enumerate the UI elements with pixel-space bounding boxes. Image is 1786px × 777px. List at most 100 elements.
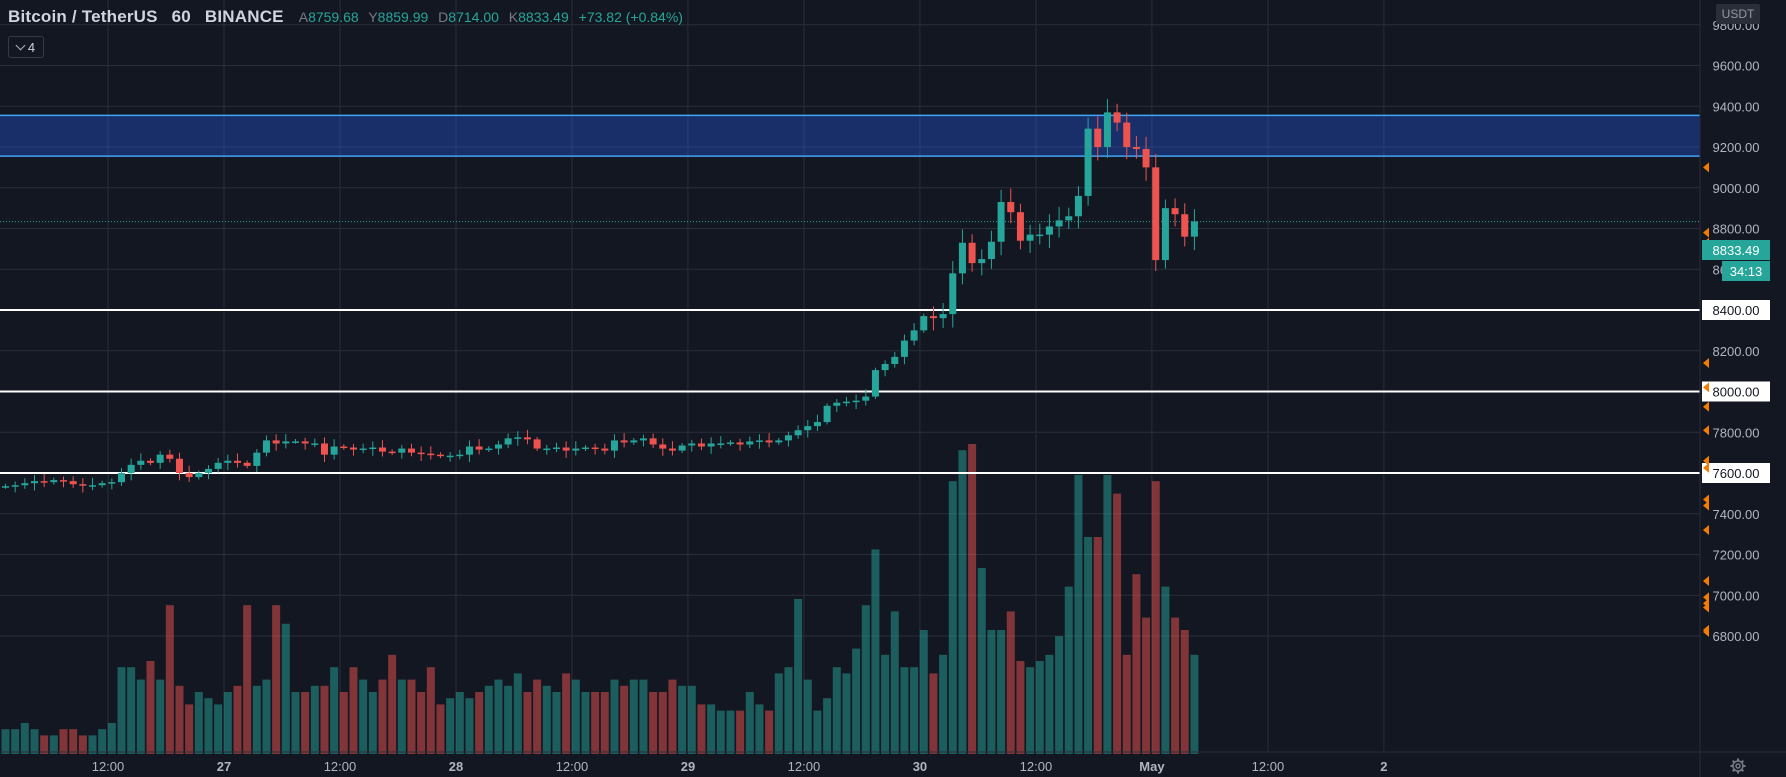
price-scale[interactable]: 9800.009600.009400.009200.009000.008800.… — [1702, 18, 1770, 644]
candle-body — [117, 473, 125, 483]
candle-body — [997, 202, 1005, 242]
candle-body — [910, 330, 918, 341]
volume-bar — [320, 685, 329, 754]
alert-marker-icon — [1703, 401, 1709, 412]
candle-body — [949, 273, 957, 315]
candle-body — [388, 451, 396, 454]
volume-bar — [997, 630, 1006, 754]
candle-body — [166, 454, 174, 459]
volume-bar — [349, 667, 358, 754]
candle-body — [79, 484, 87, 486]
candle-body — [504, 438, 512, 445]
volume-bar — [784, 667, 793, 754]
y-tick-label: 8000.00 — [1713, 385, 1760, 400]
candle-body — [330, 446, 338, 455]
candle-body — [427, 453, 435, 456]
volume-bar — [30, 729, 39, 754]
indicators-toggle-button[interactable]: 4 — [8, 36, 44, 58]
candle-body — [311, 443, 319, 445]
candle-body — [1181, 214, 1189, 237]
volume-bar — [687, 685, 696, 754]
candle-body — [630, 440, 638, 443]
gear-icon[interactable] — [1730, 758, 1746, 774]
candle-body — [900, 340, 908, 357]
price-line-badge — [1702, 381, 1770, 402]
last-price-value: 8833.49 — [1713, 243, 1760, 258]
alert-marker-icon — [1703, 382, 1709, 393]
volume-bar — [107, 723, 116, 754]
candle-body — [552, 447, 560, 450]
candle-body — [736, 442, 744, 445]
candle-body — [98, 483, 106, 486]
candle-body — [871, 370, 879, 397]
alert-markers[interactable] — [1703, 162, 1709, 637]
volume-bar — [832, 667, 841, 754]
volume-bar — [900, 667, 909, 754]
symbol-info[interactable]: Bitcoin / TetherUS 60 BINANCE — [8, 7, 293, 27]
candle-body — [833, 402, 841, 406]
candle-body — [465, 446, 473, 455]
candle-body — [581, 447, 589, 450]
time-scale[interactable]: 12:00 27 12:00 28 12:00 29 12:00 30 12:00 May 12:0… — [0, 751, 1786, 774]
volume-bar — [639, 679, 648, 754]
volume-bar — [658, 692, 667, 754]
x-tick-label: 12:00 — [1020, 759, 1053, 774]
x-tick-label: 12:00 — [788, 759, 821, 774]
currency-label[interactable]: USDT — [1716, 4, 1760, 24]
volume-bar — [281, 623, 290, 754]
volume-bar — [533, 679, 542, 754]
volume-bar — [1113, 493, 1122, 754]
volume-bar — [465, 698, 474, 754]
candle-body — [378, 447, 386, 452]
volume-bar — [813, 710, 822, 754]
candle-body — [195, 473, 203, 478]
volume-bar — [1084, 537, 1093, 754]
volume-bar — [165, 605, 174, 754]
volume-bar — [562, 673, 571, 754]
indicators-count: 4 — [27, 39, 36, 55]
volume-bar — [1190, 654, 1199, 754]
volume-bar — [330, 667, 339, 754]
x-tick-label: 12:00 — [324, 759, 357, 774]
volume-bar — [794, 599, 803, 754]
volume-bar — [1132, 574, 1141, 754]
volume-bar — [49, 735, 58, 754]
candle-body — [823, 405, 831, 423]
volume-bar — [156, 679, 165, 754]
volume-bar — [600, 692, 609, 754]
candle-body — [446, 455, 454, 458]
volume-bar — [1151, 481, 1160, 754]
volume-bar — [1093, 537, 1102, 754]
candle-body — [407, 448, 415, 453]
volume-bar — [310, 685, 319, 754]
candle-body — [1132, 147, 1140, 150]
candle-body — [881, 363, 889, 371]
x-tick-label: 12:00 — [92, 759, 125, 774]
legend-header: Bitcoin / TetherUS 60 BINANCE A8759.68 Y… — [8, 7, 689, 29]
candle-body — [1055, 220, 1063, 227]
candle-body — [978, 259, 986, 264]
low-key: D — [438, 9, 449, 25]
candle-body — [456, 454, 464, 457]
candle-body — [50, 480, 58, 483]
volume-bar — [359, 679, 368, 754]
candle-body — [340, 446, 348, 449]
candle-body — [813, 422, 821, 427]
volume-bar — [1142, 617, 1151, 754]
alert-marker-icon — [1703, 162, 1709, 173]
volume-bar — [301, 692, 310, 754]
candle-body — [794, 430, 802, 436]
volume-bar — [948, 481, 957, 754]
y-tick-label: 8800.00 — [1713, 222, 1760, 237]
volume-bar — [446, 698, 455, 754]
volume-bar — [291, 692, 300, 754]
alert-marker-icon — [1703, 575, 1709, 586]
volume-bar — [668, 679, 677, 754]
y-tick-label: 8200.00 — [1713, 344, 1760, 359]
support-lines[interactable] — [0, 309, 1700, 474]
volume-bar — [388, 654, 397, 754]
candle-body — [784, 435, 792, 441]
volume-bar — [368, 692, 377, 754]
volume-bar — [871, 549, 880, 754]
